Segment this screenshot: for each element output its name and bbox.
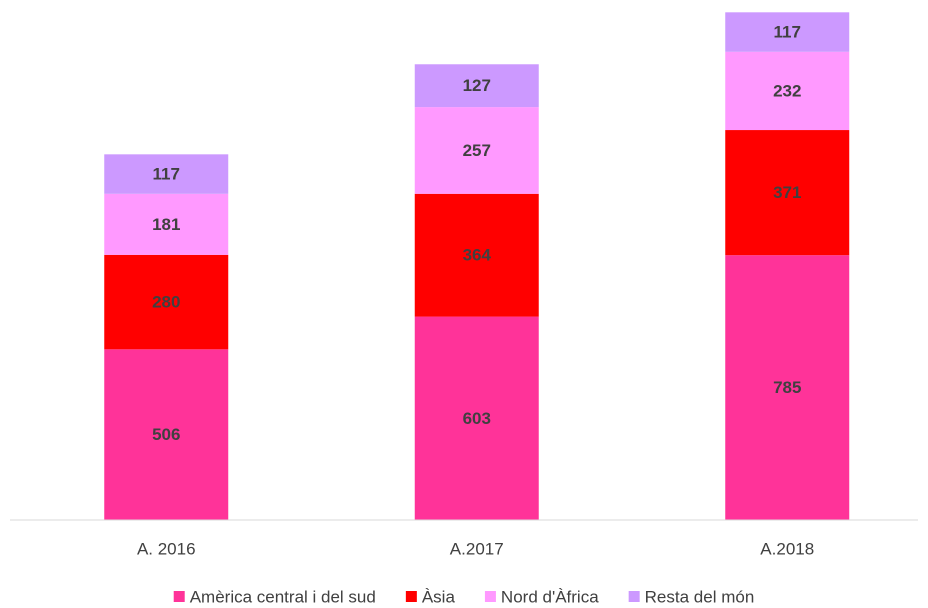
legend-swatch	[484, 591, 496, 602]
value-label: 785	[773, 378, 801, 397]
bar-segment	[725, 51, 850, 131]
bar-segment	[725, 130, 850, 256]
value-label: 506	[152, 425, 180, 444]
value-label: 181	[152, 215, 180, 234]
legend-label: Resta del món	[645, 587, 755, 606]
value-label: 117	[774, 23, 801, 42]
value-label: 117	[153, 165, 180, 184]
bar-segment	[104, 193, 229, 255]
value-label: 127	[463, 76, 491, 95]
value-label: 603	[463, 409, 491, 428]
value-label: 280	[152, 293, 180, 312]
value-label: 371	[773, 183, 801, 202]
x-tick-label: A.2018	[760, 539, 814, 558]
bar-segment	[104, 154, 229, 194]
legend-label: Àsia	[422, 587, 456, 606]
bar-segment	[414, 64, 539, 108]
legend-swatch	[628, 591, 640, 602]
bar-segment	[104, 254, 229, 350]
legend-label: Nord d'Àfrica	[501, 587, 599, 606]
legend-swatch	[173, 591, 185, 602]
bar-segment	[414, 193, 539, 317]
legend-swatch	[405, 591, 417, 602]
value-label: 232	[773, 81, 801, 100]
value-label: 257	[463, 141, 491, 160]
bar-segment	[414, 107, 539, 194]
bar-segment	[414, 316, 539, 520]
bar-segment	[725, 255, 850, 520]
x-tick-label: A.2017	[450, 539, 504, 558]
x-tick-label: A. 2016	[137, 539, 196, 558]
value-label: 364	[463, 246, 492, 265]
bar-segment	[725, 12, 850, 52]
bar-segment	[104, 349, 229, 520]
legend-label: Amèrica central i del sud	[190, 587, 376, 606]
